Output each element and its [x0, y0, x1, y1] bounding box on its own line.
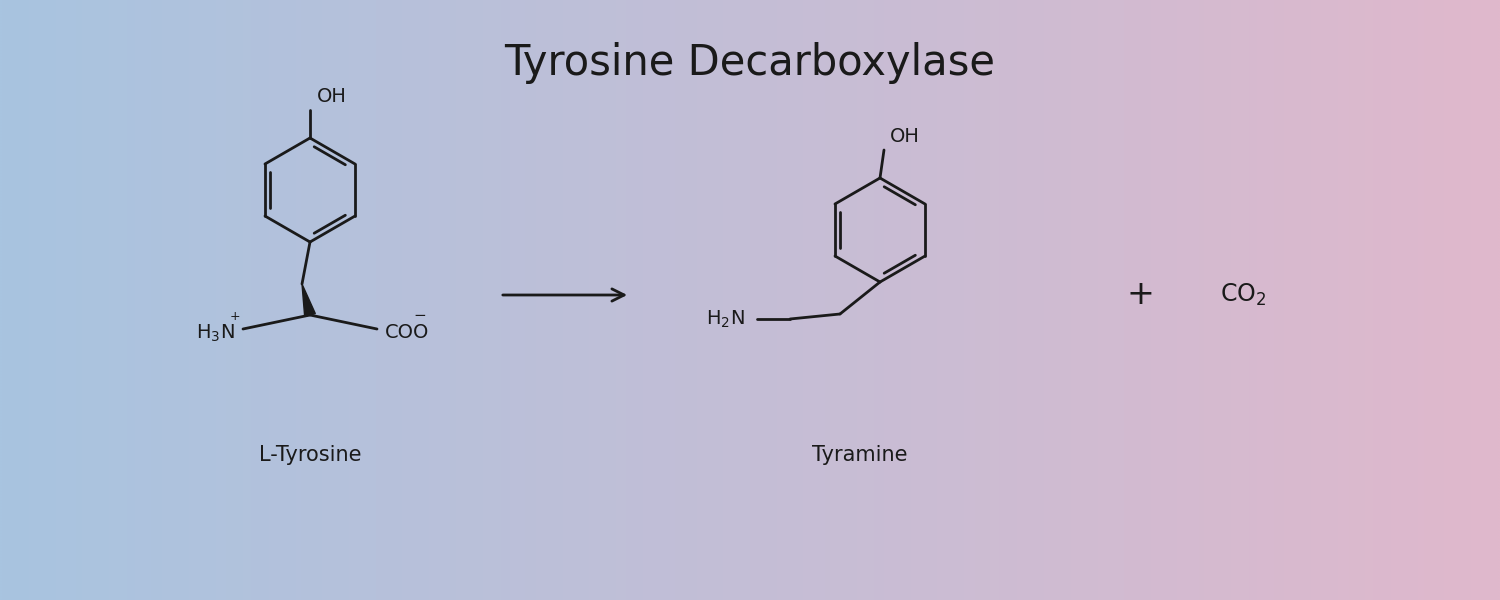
Text: Tyrosine Decarboxylase: Tyrosine Decarboxylase	[504, 42, 996, 84]
Text: CO$_2$: CO$_2$	[1220, 282, 1266, 308]
Text: OH: OH	[890, 127, 920, 146]
Text: H$_2$N: H$_2$N	[706, 308, 746, 329]
Text: L-Tyrosine: L-Tyrosine	[258, 445, 362, 465]
Text: COO: COO	[386, 323, 429, 343]
Text: −: −	[414, 308, 426, 323]
Text: +: +	[230, 310, 240, 323]
Text: OH: OH	[316, 87, 346, 106]
Text: H$_3$N: H$_3$N	[196, 322, 236, 344]
Polygon shape	[302, 284, 315, 316]
Text: Tyramine: Tyramine	[813, 445, 907, 465]
Text: +: +	[1126, 278, 1154, 311]
